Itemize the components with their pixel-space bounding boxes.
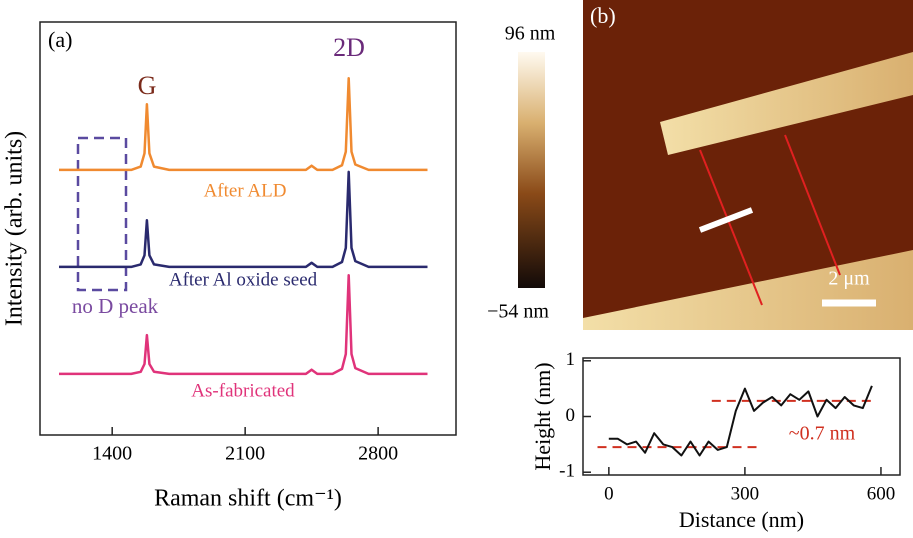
y-tick-label: 1 [566, 349, 576, 370]
x-tick-label: 600 [867, 483, 896, 504]
series-label: After ALD [204, 180, 287, 201]
x-axis-label: Distance (nm) [679, 507, 804, 532]
panel-label: (a) [48, 27, 72, 52]
x-tick-label: 0 [604, 483, 614, 504]
colorbar [518, 52, 545, 288]
plot-frame [39, 21, 457, 436]
x-tick-label: 2100 [225, 443, 265, 465]
panel-label: (b) [590, 3, 616, 28]
x-tick-label: 300 [731, 483, 760, 504]
annotation: ~0.7 nm [789, 423, 856, 445]
x-tick-label: 1400 [92, 443, 132, 465]
y-tick-label: -1 [559, 461, 575, 482]
annotation: no D peak [72, 294, 159, 318]
colorbar-label: 96 nm [505, 23, 556, 45]
annotation: G [138, 71, 157, 100]
x-tick-label: 2800 [358, 443, 398, 465]
series-line [59, 273, 428, 376]
scale-bar-label: 2 μm [828, 268, 870, 290]
series-line [608, 385, 873, 457]
annotation: 2D [333, 33, 365, 62]
series-line [59, 170, 428, 269]
series-label: As-fabricated [191, 380, 295, 401]
plot-frame [582, 357, 901, 476]
y-tick-label: 0 [566, 405, 576, 426]
colorbar-label: −54 nm [487, 301, 549, 323]
series-line [59, 76, 428, 172]
y-axis-label: Intensity (arb. units) [2, 131, 28, 326]
y-axis-label: Height (nm) [530, 362, 555, 470]
x-axis-label: Raman shift (cm⁻¹) [154, 486, 342, 512]
highlight-box [76, 136, 128, 292]
series-label: After Al oxide seed [169, 269, 318, 290]
afm-image [583, 0, 913, 330]
